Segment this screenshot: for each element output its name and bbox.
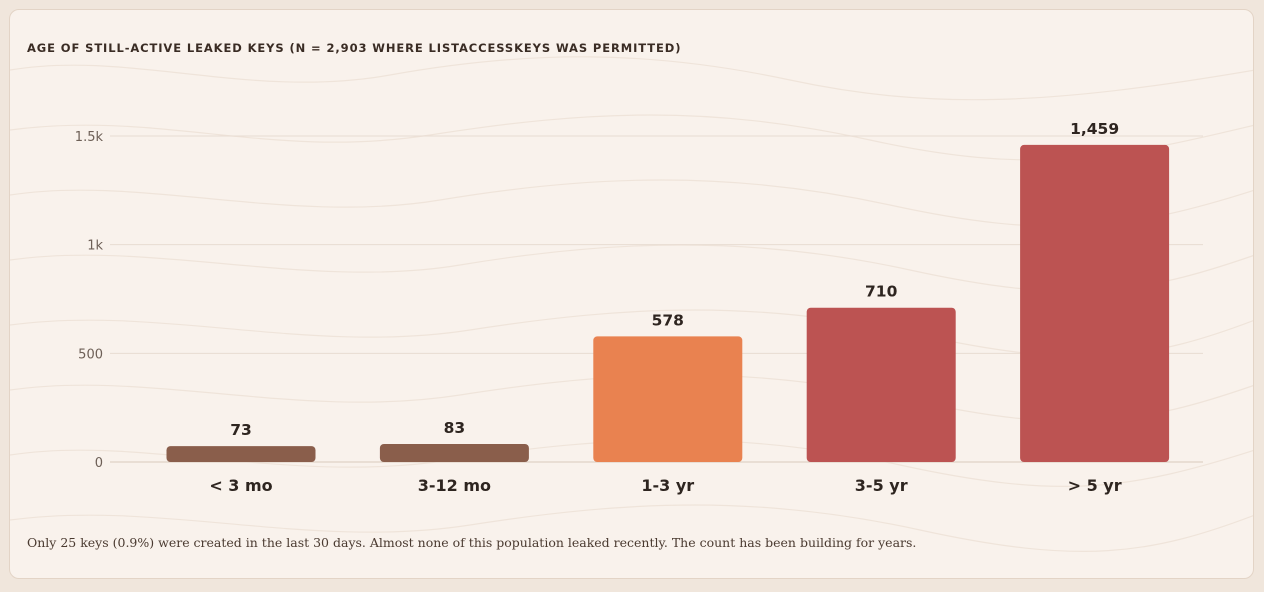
value-label: 578 xyxy=(652,311,684,329)
y-tick-label: 1.5k xyxy=(75,130,104,145)
value-label: 710 xyxy=(865,283,898,301)
bar xyxy=(1020,144,1170,463)
bar xyxy=(593,336,743,462)
category-label: > 5 yr xyxy=(1068,476,1122,495)
bar xyxy=(379,443,529,462)
category-label: < 3 mo xyxy=(209,476,272,495)
y-axis-ticks: 0 500 1k 1.5k xyxy=(75,130,104,471)
y-tick-label: 1k xyxy=(87,239,103,254)
value-label: 1,459 xyxy=(1070,120,1119,138)
y-tick-label: 0 xyxy=(95,456,103,471)
bars xyxy=(166,144,1170,463)
y-tick-label: 500 xyxy=(78,347,103,362)
chart-title: AGE OF STILL-ACTIVE LEAKED KEYS (N = 2,9… xyxy=(27,41,682,55)
category-label: 3-5 yr xyxy=(855,476,908,495)
chart-card: AGE OF STILL-ACTIVE LEAKED KEYS (N = 2,9… xyxy=(9,9,1254,579)
bar xyxy=(166,446,316,462)
value-label: 73 xyxy=(230,421,252,439)
bar-chart: 0 500 1k 1.5k 73 < 3 mo 83 3-12 mo 578 1-3 yr 710… xyxy=(75,120,1203,495)
footnote: Only 25 keys (0.9%) were created in the … xyxy=(27,535,917,550)
bar-labels: 73 < 3 mo 83 3-12 mo 578 1-3 yr 710 3-5 yr 1,459… xyxy=(209,120,1121,495)
value-label: 83 xyxy=(444,419,466,437)
category-label: 3-12 mo xyxy=(418,476,491,495)
bar xyxy=(806,307,956,462)
category-label: 1-3 yr xyxy=(641,476,694,495)
